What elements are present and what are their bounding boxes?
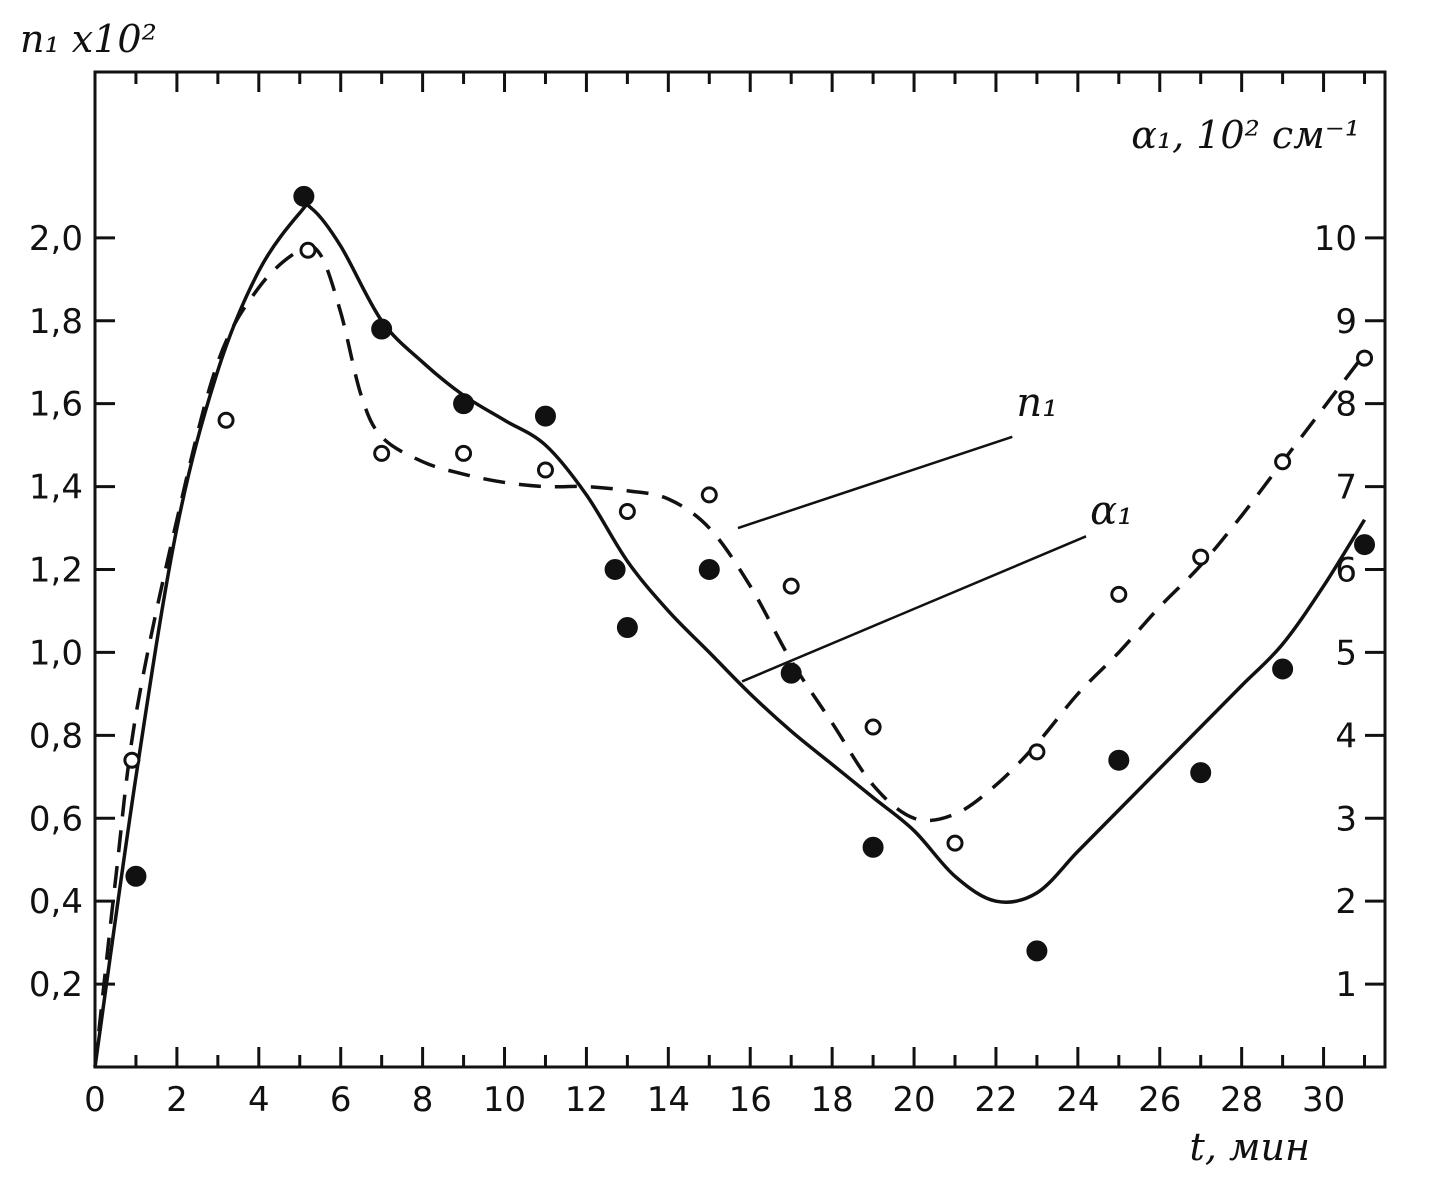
n1-data-point	[1192, 548, 1210, 566]
y-right-axis-ticks: 1 2 3 4 5 6 7 8 9 10	[1314, 219, 1385, 1005]
y-right-axis-title: α₁, 10² см⁻¹	[1131, 113, 1360, 157]
x-tick-label: 12	[565, 1080, 608, 1120]
x-tick-label: 26	[1138, 1080, 1181, 1120]
n1-data-point	[299, 241, 317, 259]
n1-data-point	[373, 444, 391, 462]
alpha1-data-point	[1190, 762, 1212, 784]
alpha1-data-point	[616, 617, 638, 639]
y-left-axis-ticks: 0,2 0,4 0,6 0,8 1,0 1,2 1,4 1,6 1,8 2,0	[29, 219, 115, 1005]
y-left-tick-label: 1,4	[29, 468, 83, 508]
alpha1-data-point	[1272, 658, 1294, 680]
y-left-tick-label: 0,4	[29, 882, 83, 922]
alpha1-data-point	[1354, 534, 1376, 556]
alpha1-curve-label: α₁	[1090, 488, 1133, 534]
x-tick-label: 18	[811, 1080, 854, 1120]
y-left-tick-label: 1,6	[29, 385, 83, 425]
alpha1-data-point	[371, 318, 393, 340]
x-tick-label: 10	[483, 1080, 526, 1120]
x-tick-label: 22	[974, 1080, 1017, 1120]
alpha1-data-point	[1108, 749, 1130, 771]
n1-data-point	[946, 834, 964, 852]
y-right-tick-label: 3	[1335, 799, 1357, 839]
y-right-tick-label: 9	[1335, 302, 1357, 342]
n1-data-point	[217, 411, 235, 429]
y-left-axis-title: n₁ x10²	[20, 17, 157, 61]
n1-data-point	[618, 502, 636, 520]
y-left-tick-label: 0,8	[29, 716, 83, 756]
x-tick-label: 24	[1056, 1080, 1099, 1120]
n1-curve-label: n₁	[1016, 380, 1058, 426]
n1-data-point	[1274, 453, 1292, 471]
n1-data-point	[1110, 585, 1128, 603]
alpha1-solid-curve	[93, 203, 1367, 1068]
x-tick-label: 4	[248, 1080, 270, 1120]
alpha1-data-point	[698, 559, 720, 580]
alpha1-data-point	[1026, 940, 1048, 962]
n1-data-point	[700, 486, 718, 504]
series-lines	[93, 203, 1367, 1068]
y-left-tick-label: 1,8	[29, 302, 83, 342]
x-tick-label: 8	[412, 1080, 434, 1120]
alpha1-data-point	[780, 662, 802, 684]
n1-data-point	[1028, 743, 1046, 761]
y-left-tick-label: 1,0	[29, 633, 83, 673]
curve-labels: n₁ α₁	[737, 380, 1133, 683]
alpha1-leader-line	[741, 535, 1087, 683]
y-left-tick-label: 0,2	[29, 965, 83, 1005]
n1-data-point	[455, 444, 473, 462]
x-axis-title: t, мин	[1190, 1125, 1310, 1169]
n1-leader-line	[737, 435, 1013, 530]
y-left-tick-label: 0,6	[29, 799, 83, 839]
x-axis-ticks: 0 2 4 6 8 10 12 14 16 18 20 22 24 26 28 30	[84, 72, 1367, 1120]
n1-data-point	[123, 751, 141, 769]
alpha1-data-point	[534, 405, 556, 427]
x-tick-label: 16	[729, 1080, 772, 1120]
n1-dashed-curve	[93, 244, 1366, 1068]
x-tick-label: 28	[1220, 1080, 1263, 1120]
alpha1-data-point	[862, 836, 884, 858]
y-right-tick-label: 1	[1335, 965, 1357, 1005]
alpha1-data-point	[125, 865, 147, 887]
x-tick-label: 2	[166, 1080, 188, 1120]
series-points	[123, 185, 1376, 962]
x-tick-label: 0	[84, 1080, 106, 1120]
n1-data-point	[536, 461, 554, 479]
alpha1-data-point	[293, 185, 315, 207]
y-right-tick-label: 10	[1314, 219, 1357, 259]
x-tick-label: 30	[1302, 1080, 1345, 1120]
n1-data-point	[782, 577, 800, 595]
y-right-tick-label: 8	[1335, 385, 1357, 425]
y-right-tick-label: 6	[1335, 551, 1357, 591]
y-right-tick-label: 7	[1335, 468, 1357, 508]
y-right-tick-label: 2	[1335, 882, 1357, 922]
x-tick-label: 14	[647, 1080, 690, 1120]
alpha1-data-point	[604, 559, 626, 580]
y-right-tick-label: 5	[1335, 633, 1357, 673]
y-right-tick-label: 4	[1335, 716, 1357, 756]
y-left-tick-label: 1,2	[29, 551, 83, 591]
y-left-tick-label: 2,0	[29, 219, 83, 259]
alpha1-data-point	[453, 393, 475, 415]
n1-data-point	[1356, 349, 1374, 367]
x-tick-label: 6	[330, 1080, 352, 1120]
x-tick-label: 20	[892, 1080, 935, 1120]
n1-data-point	[864, 718, 882, 736]
